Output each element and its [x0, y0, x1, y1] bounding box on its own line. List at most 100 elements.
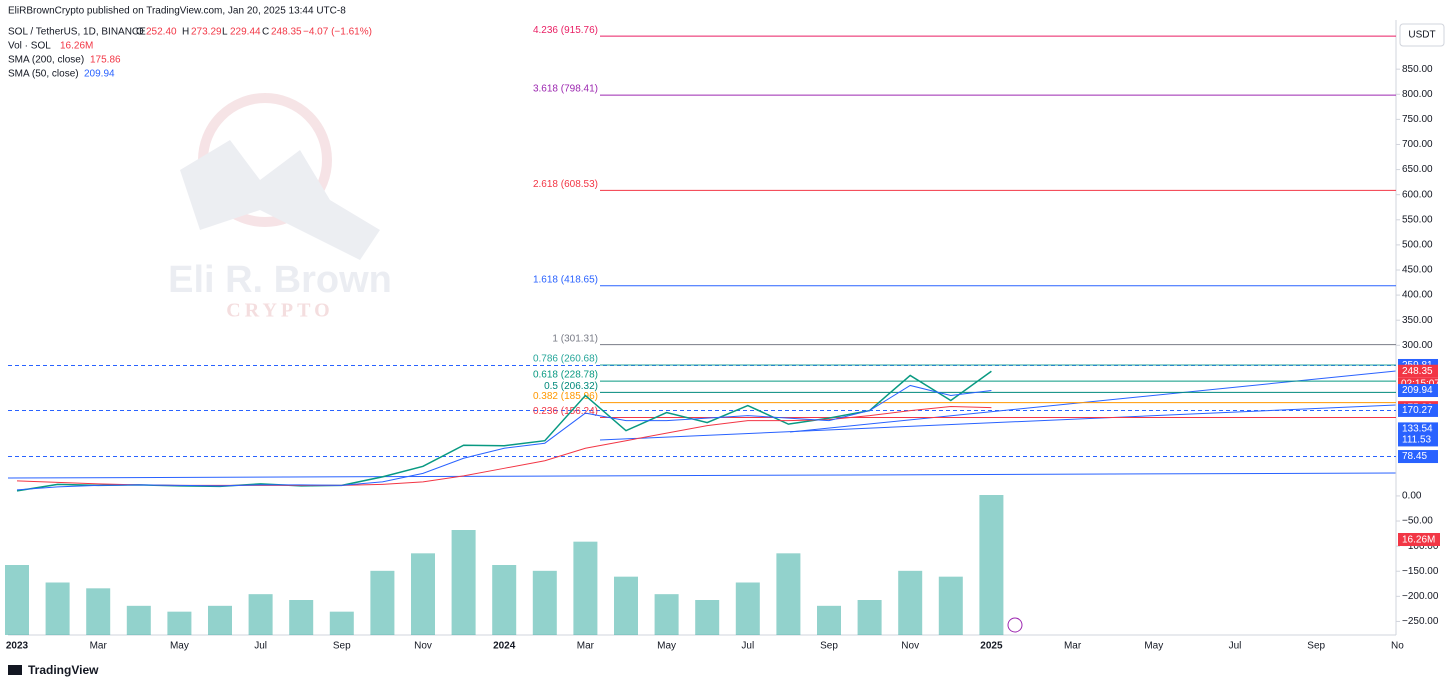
footer: TradingView — [28, 663, 99, 677]
volume-bar — [695, 600, 720, 635]
y-tick-label: −150.00 — [1402, 566, 1439, 577]
currency: USDT — [1408, 30, 1435, 41]
ohlc-key: O — [136, 27, 144, 38]
price-tag — [1398, 384, 1438, 398]
volume-bar — [492, 565, 517, 635]
fib-label: 1.618 (418.65) — [533, 274, 598, 285]
x-tick-label: Jul — [741, 641, 754, 652]
y-tick-label: 600.00 — [1402, 189, 1433, 200]
x-tick-label: Mar — [577, 641, 595, 652]
fib-label: 2.618 (608.53) — [533, 179, 598, 190]
countdown: 02:15:07 — [1401, 378, 1440, 389]
volume-bar — [817, 605, 841, 635]
low: 229.44 — [230, 27, 261, 38]
price-tag-label: 209.94 — [1402, 385, 1433, 396]
volume-bar — [5, 565, 29, 635]
close: 248.35 — [271, 27, 302, 38]
volume-bar — [451, 530, 476, 635]
volume-bar — [370, 570, 395, 635]
vol-value: 16.26M — [60, 41, 93, 52]
volume-bar — [979, 495, 1004, 635]
x-tick-label: 2023 — [6, 641, 29, 652]
sma50-label: SMA (50, close) — [8, 69, 79, 80]
price-tag-label: 78.45 — [1402, 451, 1427, 462]
x-tick-label: Sep — [333, 641, 351, 652]
sma50-value: 209.94 — [84, 69, 115, 80]
volume-bar — [45, 582, 70, 635]
x-tick-label: No — [1391, 641, 1404, 652]
sma200-value: 175.86 — [90, 55, 121, 66]
y-tick-label: 750.00 — [1402, 114, 1433, 125]
event-icon — [1007, 617, 1023, 633]
fib-label: 1 (301.31) — [552, 333, 598, 344]
volume-bar — [329, 611, 354, 635]
fib-label: 0.618 (228.78) — [533, 370, 598, 381]
y-tick-label: 450.00 — [1402, 265, 1433, 276]
fib-label: 3.618 (798.41) — [533, 84, 598, 95]
x-tick-label: May — [1144, 641, 1163, 652]
ohlc-key: L — [222, 27, 228, 38]
price-tag-label: 170.27 — [1402, 405, 1433, 416]
price-tag-label: 133.54 — [1402, 424, 1433, 435]
y-tick-label: −100.00 — [1402, 541, 1439, 552]
y-tick-label: −250.00 — [1402, 616, 1439, 627]
publisher: EliRBrownCrypto published on TradingView… — [8, 6, 346, 17]
fib-label: 0.236 (156.24) — [533, 406, 598, 417]
x-tick-label: Jul — [1229, 641, 1242, 652]
y-tick-label: 0.00 — [1402, 491, 1422, 502]
volume-bar — [167, 611, 192, 635]
vol-label: Vol · SOL — [8, 41, 51, 52]
y-tick-label: 800.00 — [1402, 89, 1433, 100]
fib-label: 0.382 (185.96) — [533, 391, 598, 402]
volume-bar — [573, 541, 598, 635]
y-tick-label: 300.00 — [1402, 340, 1433, 351]
x-tick-label: Mar — [1064, 641, 1082, 652]
volume-bar — [208, 605, 232, 635]
volume-bar — [857, 600, 882, 635]
vol-tag — [1398, 533, 1440, 546]
volume-bar — [776, 553, 801, 635]
watermark: Eli R. Brown CRYPTO — [168, 93, 392, 322]
x-tick-label: Mar — [90, 641, 108, 652]
y-tick-label: −50.00 — [1402, 516, 1433, 527]
sma200-label: SMA (200, close) — [8, 55, 84, 66]
series-line — [16, 384, 992, 491]
x-tick-label: Nov — [414, 641, 432, 652]
watermark-sub: CRYPTO — [226, 300, 333, 322]
volume-bar — [248, 594, 273, 635]
fib-label: 0.5 (206.32) — [544, 381, 598, 392]
volume-bar — [532, 570, 557, 635]
y-tick-label: 500.00 — [1402, 240, 1433, 251]
change: −4.07 (−1.61%) — [303, 27, 372, 38]
x-tick-label: 2025 — [980, 641, 1003, 652]
fib-label: 4.236 (915.76) — [533, 25, 598, 36]
x-tick-label: Sep — [1307, 641, 1325, 652]
x-tick-label: Jul — [254, 641, 267, 652]
ohlc-key: C — [262, 27, 269, 38]
y-tick-label: 650.00 — [1402, 164, 1433, 175]
price-tag-label: 248.35 — [1402, 366, 1433, 377]
y-tick-label: 700.00 — [1402, 139, 1433, 150]
footer-logo — [8, 665, 22, 675]
volume-bar — [654, 594, 679, 635]
series-line — [16, 370, 992, 492]
price-tag — [1398, 422, 1438, 436]
price-tag — [1398, 364, 1438, 378]
volume-bar — [411, 553, 435, 635]
x-tick-label: Nov — [901, 641, 919, 652]
x-tick-label: May — [170, 641, 189, 652]
logo-bull — [180, 140, 380, 260]
volume-bar — [735, 582, 760, 635]
price-tag — [1398, 450, 1438, 464]
y-tick-label: 550.00 — [1402, 214, 1433, 225]
volume-bar — [126, 605, 151, 635]
volume-bar — [938, 576, 963, 635]
volume-bar — [898, 570, 923, 635]
currency-box — [1399, 23, 1445, 47]
trend-line — [7, 472, 1397, 479]
volume-bar — [86, 588, 111, 635]
ohlc-key: H — [182, 27, 189, 38]
y-tick-label: 400.00 — [1402, 290, 1433, 301]
